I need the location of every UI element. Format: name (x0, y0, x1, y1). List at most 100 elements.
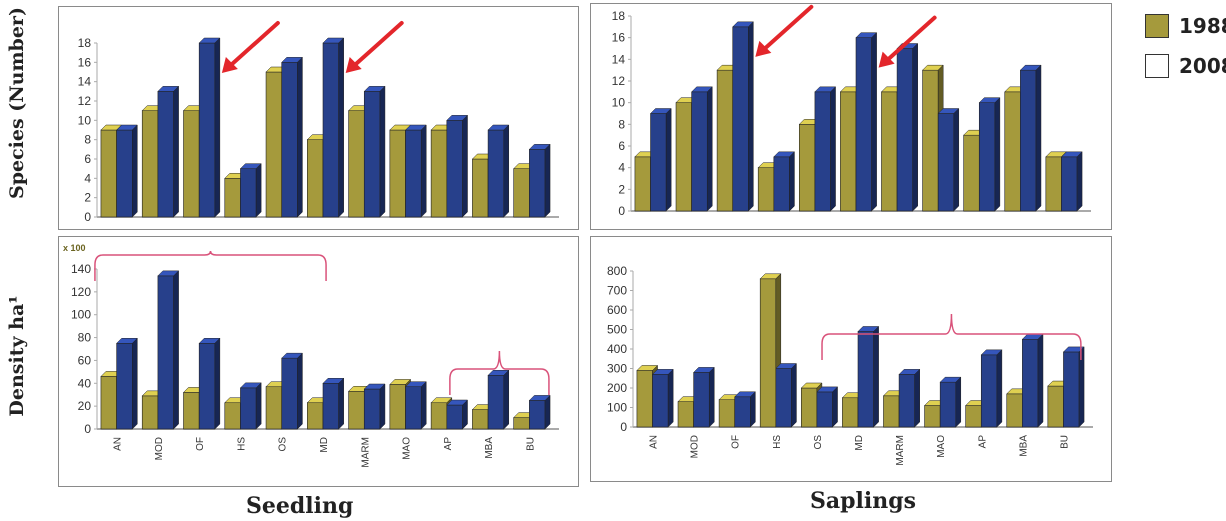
bar-2008-OF (734, 391, 756, 428)
y-tick-label: 0 (620, 420, 627, 434)
legend-swatch-2008 (1145, 54, 1169, 78)
y-tick-label: 20 (78, 399, 92, 413)
y-tick-label: 80 (78, 331, 92, 345)
bar-2008-MD (855, 32, 878, 212)
y-tick-label: 18 (612, 9, 626, 23)
y-tick-label: 200 (607, 381, 627, 395)
bar-2008-BU (1060, 151, 1083, 212)
bar-2008-HS (239, 382, 262, 430)
bar-1988-BU (1047, 380, 1070, 428)
bar-2008-MOD (691, 86, 713, 212)
red-arrow (221, 21, 280, 73)
y-tick-label: 0 (84, 422, 91, 436)
red-arrow (345, 21, 404, 73)
y-tick-label: 12 (612, 74, 626, 88)
y-tick-label: 10 (612, 96, 626, 110)
y-tick-label: 10 (78, 113, 92, 127)
bar-2008-MAO (937, 107, 960, 212)
bar-2008-AN (651, 368, 674, 428)
y-tick-label: 2 (618, 182, 625, 196)
bar-2008-MD (322, 37, 345, 218)
bar-2008-MOD (157, 270, 180, 430)
legend-label-1988: 1988 (1179, 14, 1226, 38)
bar-2008-MARM (363, 85, 386, 218)
bar-2008-MARM (896, 42, 919, 212)
x-tick-label: HS (772, 435, 783, 449)
bar-2008-MD (857, 325, 880, 428)
y-tick-label: 14 (612, 52, 626, 66)
x-tick-label: MAO (402, 437, 413, 460)
y-tick-label: 300 (607, 362, 627, 376)
y-tick-label: 18 (78, 36, 92, 50)
saplings-species-chart: 0 2 4 6 8 10 12 14 16 18 (590, 3, 1112, 230)
legend: 1988 2008 (1145, 6, 1226, 86)
x-tick-label: MBA (1018, 435, 1029, 457)
x-tick-label: OS (813, 435, 824, 450)
y-tick-label: 100 (71, 308, 91, 322)
bar-2008-HS (239, 163, 262, 218)
bar-2008-HS (775, 362, 798, 428)
bar-2008-MBA (487, 124, 510, 218)
x-tick-label: AN (113, 437, 124, 451)
bar-2008-AP (980, 349, 1003, 428)
bar-2008-OF (732, 21, 754, 212)
bar-2008-HS (773, 151, 796, 212)
bar-2008-AP (978, 97, 1001, 212)
y-tick-label: 6 (84, 152, 91, 166)
x-tick-label: HS (236, 437, 247, 451)
x-tick-label: MARM (895, 435, 906, 466)
y-tick-label: 14 (78, 75, 92, 89)
y-tick-label: 100 (607, 401, 627, 415)
bar-2008-MAO (404, 124, 427, 218)
x-tick-label: BU (1059, 435, 1070, 449)
red-arrow (878, 15, 937, 68)
bar-2008-OF (198, 337, 221, 430)
density-axis-label: Density ha¹ (6, 295, 28, 417)
red-arrow (755, 4, 814, 57)
bar-2008-AN (116, 337, 138, 430)
seedling-species-chart: 0 2 4 6 8 10 12 14 16 18 (58, 6, 579, 230)
x-tick-label: MOD (690, 435, 701, 458)
y-tick-label: 0 (84, 210, 91, 224)
saplings-label: Saplings (810, 488, 917, 514)
saplings-density-chart: 0 100 200 300 400 500 600 700 800 AN MOD OF HS OS MD MA… (590, 236, 1112, 482)
y-tick-label: 2 (84, 191, 91, 205)
bar-2008-MOD (693, 366, 715, 428)
y-tick-label: 700 (607, 284, 627, 298)
y-tick-label: 140 (71, 262, 91, 276)
unit-label: x 100 (63, 243, 86, 253)
bar-2008-AN (649, 107, 672, 212)
bar-2008-AP (446, 399, 469, 430)
legend-item-1988: 1988 (1145, 6, 1226, 46)
y-tick-label: 500 (607, 323, 627, 337)
y-tick-label: 800 (607, 264, 627, 278)
bar-2008-MBA (1019, 64, 1042, 212)
x-tick-label: MD (854, 435, 865, 451)
grouping-brace (821, 313, 1082, 360)
bar-2008-MARM (898, 368, 921, 428)
y-tick-label: 400 (607, 342, 627, 356)
x-tick-label: OF (195, 437, 206, 451)
x-tick-label: MARM (360, 437, 371, 468)
bar-2008-MARM (363, 383, 386, 430)
x-tick-label: MAO (936, 435, 947, 458)
bar-2008-AP (446, 114, 469, 218)
y-tick-label: 16 (612, 31, 626, 45)
legend-swatch-1988 (1145, 14, 1169, 38)
grouping-brace (449, 350, 550, 395)
bar-2008-MAO (404, 381, 427, 430)
bar-2008-MOD (157, 85, 180, 218)
y-tick-label: 120 (71, 285, 91, 299)
bar-2008-MBA (487, 369, 510, 430)
bar-2008-OF (198, 37, 221, 218)
y-tick-label: 4 (84, 171, 91, 185)
y-tick-label: 6 (618, 139, 625, 153)
x-tick-label: MOD (154, 437, 165, 460)
y-tick-label: 0 (618, 204, 625, 218)
y-tick-label: 8 (84, 133, 91, 147)
x-tick-label: OF (731, 435, 742, 449)
y-tick-label: 8 (618, 117, 625, 131)
seedling-label: Seedling (246, 493, 354, 519)
x-tick-label: AP (977, 435, 988, 449)
bar-2008-OS (814, 86, 837, 212)
